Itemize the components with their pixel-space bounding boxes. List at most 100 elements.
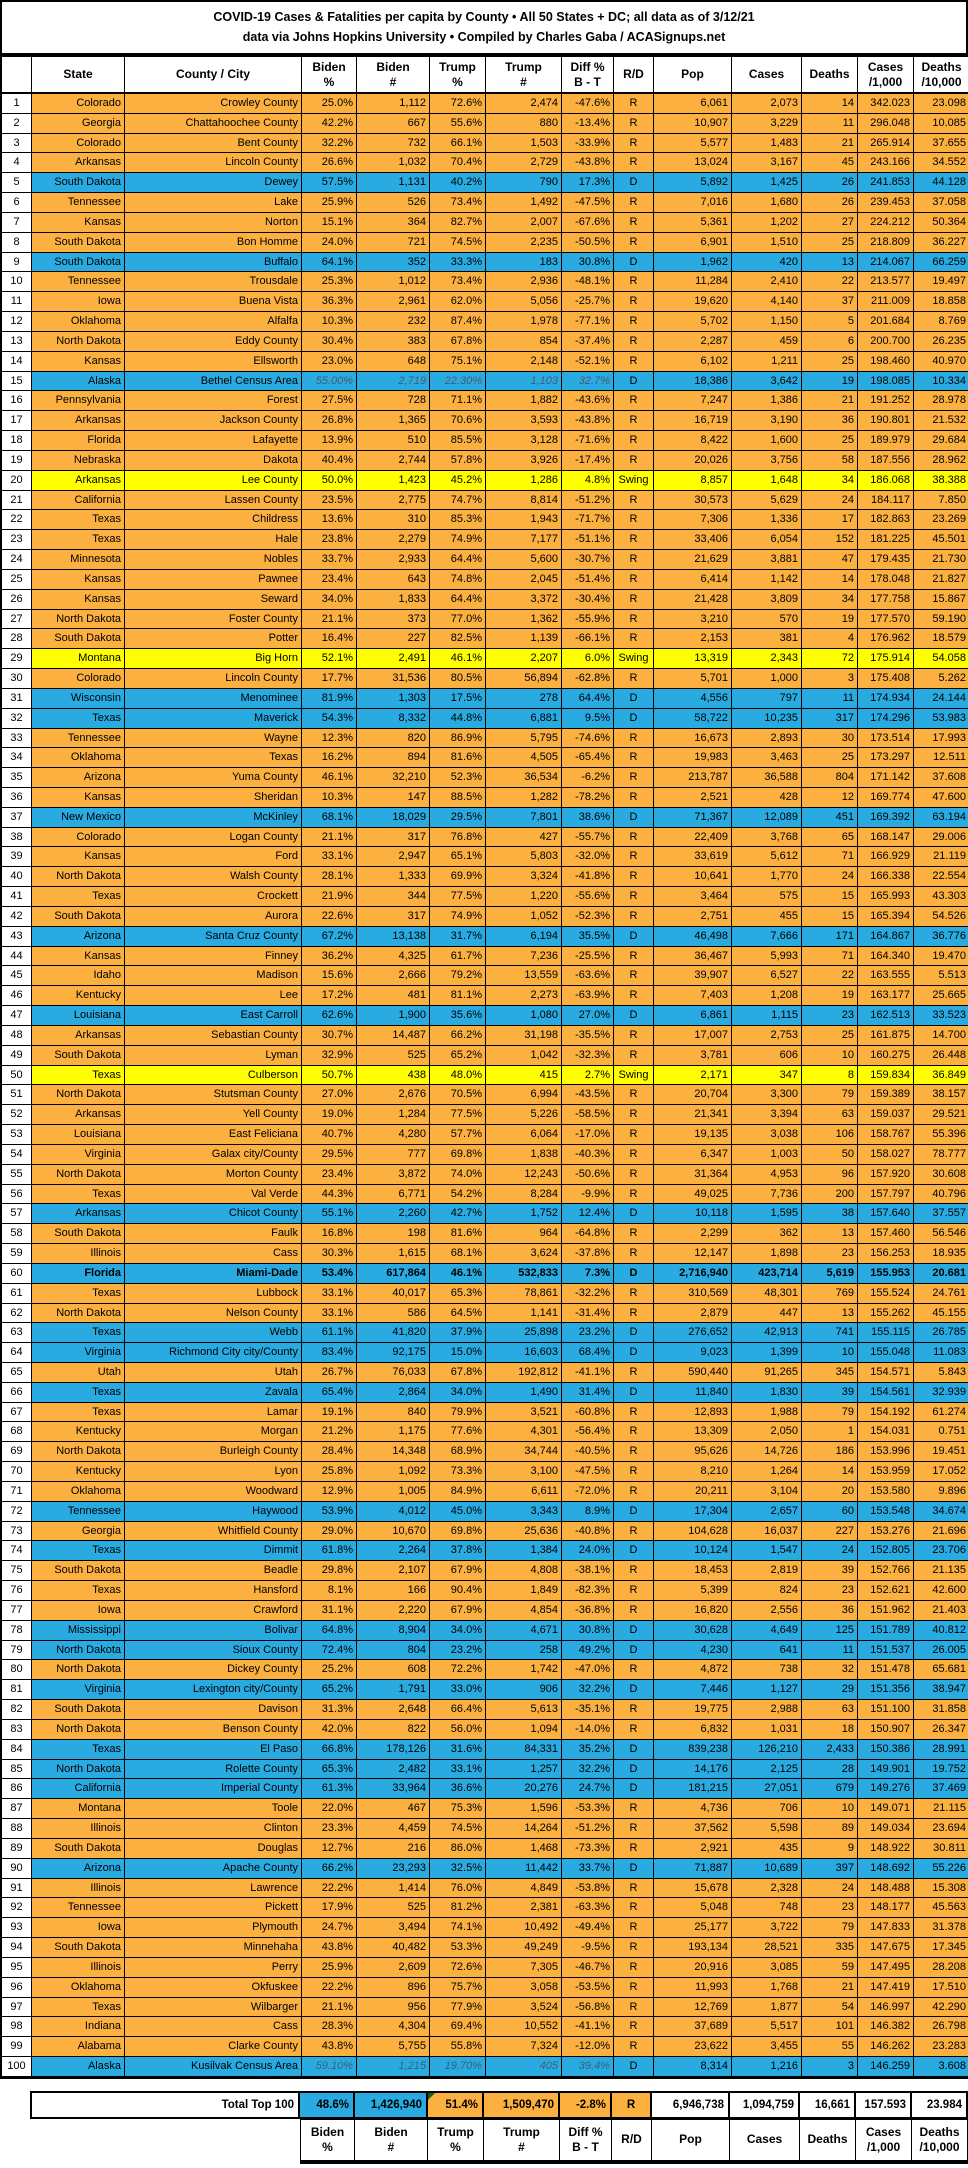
cell-biden_pct: 22.0% bbox=[302, 1799, 357, 1820]
cell-trump_pct: 73.4% bbox=[430, 193, 486, 213]
cell-deaths: 13 bbox=[802, 1224, 858, 1245]
cell-county: Bethel Census Area bbox=[125, 371, 302, 392]
cell-biden_num: 648 bbox=[357, 351, 430, 372]
cell-county: Richmond City city/County bbox=[125, 1343, 302, 1363]
cell-state: Arkansas bbox=[32, 470, 125, 491]
cell-cases: 435 bbox=[732, 1838, 802, 1859]
cell-trump_num: 1,596 bbox=[486, 1799, 562, 1820]
cell-trump_pct: 37.8% bbox=[430, 1541, 486, 1562]
cell-cases_per_1000: 176.962 bbox=[858, 629, 914, 650]
cell-biden_num: 31,536 bbox=[357, 669, 430, 689]
cell-biden_num: 1,112 bbox=[357, 94, 430, 114]
cell-county: Potter bbox=[125, 629, 302, 650]
cell-state: Idaho bbox=[32, 966, 125, 987]
cell-trump_num: 2,207 bbox=[486, 649, 562, 670]
cell-num: 51 bbox=[2, 1085, 32, 1106]
cell-county: Lassen County bbox=[125, 490, 302, 511]
cell-biden_num: 2,676 bbox=[357, 1085, 430, 1106]
cell-deaths_per_10000: 40.812 bbox=[914, 1620, 968, 1641]
cell-deaths_per_10000: 38.388 bbox=[914, 470, 968, 491]
cell-deaths: 15 bbox=[802, 906, 858, 927]
cell-cases: 2,328 bbox=[732, 1878, 802, 1899]
cell-biden_pct: 55.00% bbox=[302, 371, 357, 392]
cell-biden_num: 4,459 bbox=[357, 1819, 430, 1839]
cell-diff_pct: -47.5% bbox=[562, 1462, 614, 1482]
cell-county: Yell County bbox=[125, 1105, 302, 1126]
cell-biden_pct: 23.3% bbox=[302, 1819, 357, 1839]
cell-pop: 37,562 bbox=[654, 1819, 732, 1839]
cell-biden_pct: 25.3% bbox=[302, 272, 357, 293]
cell-rd: R bbox=[614, 530, 654, 551]
cell-county: Finney bbox=[125, 946, 302, 967]
cell-state: Montana bbox=[32, 649, 125, 670]
cell-trump_pct: 55.6% bbox=[430, 113, 486, 134]
cell-biden_num: 1,012 bbox=[357, 272, 430, 293]
cell-biden_num: 822 bbox=[357, 1719, 430, 1740]
cell-trump_num: 3,521 bbox=[486, 1402, 562, 1423]
cell-diff_pct: -47.6% bbox=[562, 94, 614, 114]
cell-county: Morton County bbox=[125, 1164, 302, 1185]
cell-state: Pennsylvania bbox=[32, 391, 125, 412]
cell-num: 50 bbox=[2, 1065, 32, 1086]
cell-biden_num: 728 bbox=[357, 391, 430, 412]
cell-deaths_per_10000: 19.451 bbox=[914, 1442, 968, 1463]
cell-diff_pct: -71.7% bbox=[562, 510, 614, 531]
cell-cases_per_1000: 152.766 bbox=[858, 1561, 914, 1582]
cell-pop: 46,498 bbox=[654, 926, 732, 947]
cell-diff_pct: 33.7% bbox=[562, 1858, 614, 1879]
cell-trump_pct: 82.5% bbox=[430, 629, 486, 650]
cell-pop: 12,893 bbox=[654, 1402, 732, 1423]
cell-cases_per_1000: 154.561 bbox=[858, 1382, 914, 1403]
cell-rd: R bbox=[614, 133, 654, 154]
cell-cases: 455 bbox=[732, 906, 802, 927]
cell-rd: R bbox=[614, 1402, 654, 1423]
cell-biden_pct: 8.1% bbox=[302, 1581, 357, 1601]
cell-rd: R bbox=[614, 1481, 654, 1502]
cell-deaths: 22 bbox=[802, 966, 858, 987]
cell-diff_pct: -65.4% bbox=[562, 748, 614, 769]
cell-deaths_per_10000: 65.681 bbox=[914, 1660, 968, 1681]
cell-pop: 8,314 bbox=[654, 2056, 732, 2077]
cell-trump_num: 13,559 bbox=[486, 966, 562, 987]
cell-cases_per_1000: 161.875 bbox=[858, 1025, 914, 1046]
cell-trump_pct: 82.7% bbox=[430, 212, 486, 233]
cell-county: Maverick bbox=[125, 708, 302, 729]
cell-cases: 5,612 bbox=[732, 847, 802, 868]
cell-rd: R bbox=[614, 569, 654, 590]
cell-pop: 12,769 bbox=[654, 1997, 732, 2018]
cell-diff_pct: -9.9% bbox=[562, 1184, 614, 1205]
cell-county: Big Horn bbox=[125, 649, 302, 670]
cell-cases_per_1000: 182.863 bbox=[858, 510, 914, 531]
cell-deaths_per_10000: 37.655 bbox=[914, 133, 968, 154]
cell-cases: 738 bbox=[732, 1660, 802, 1681]
cell-cases: 1,208 bbox=[732, 986, 802, 1007]
cell-deaths_per_10000: 37.557 bbox=[914, 1204, 968, 1225]
cell-county: Madison bbox=[125, 966, 302, 987]
cell-county: Ellsworth bbox=[125, 351, 302, 372]
cell-pop: 2,521 bbox=[654, 787, 732, 808]
cell-trump_num: 3,128 bbox=[486, 431, 562, 451]
cell-pop: 193,134 bbox=[654, 1938, 732, 1958]
cell-trump_pct: 74.9% bbox=[430, 906, 486, 927]
cell-trump_num: 8,814 bbox=[486, 490, 562, 511]
cell-deaths: 21 bbox=[802, 1977, 858, 1998]
cell-diff_pct: -43.6% bbox=[562, 391, 614, 412]
cell-trump_num: 78,861 bbox=[486, 1283, 562, 1304]
cell-county: Woodward bbox=[125, 1481, 302, 1502]
cell-rd: R bbox=[614, 1045, 654, 1066]
cell-deaths_per_10000: 17.052 bbox=[914, 1462, 968, 1482]
cell-trump_num: 3,593 bbox=[486, 411, 562, 432]
cell-cases_per_1000: 160.275 bbox=[858, 1045, 914, 1066]
cell-biden_pct: 67.2% bbox=[302, 926, 357, 947]
cell-biden_pct: 25.9% bbox=[302, 1957, 357, 1978]
footer-gutter-num bbox=[0, 2118, 30, 2164]
cell-county: Lubbock bbox=[125, 1283, 302, 1304]
cell-cases: 1,000 bbox=[732, 669, 802, 689]
footer-header-trump_num: Trump # bbox=[484, 2118, 560, 2164]
cell-state: Arkansas bbox=[32, 153, 125, 174]
cell-deaths: 152 bbox=[802, 530, 858, 551]
cell-pop: 11,840 bbox=[654, 1382, 732, 1403]
cell-diff_pct: -40.5% bbox=[562, 1442, 614, 1463]
cell-cases: 3,190 bbox=[732, 411, 802, 432]
